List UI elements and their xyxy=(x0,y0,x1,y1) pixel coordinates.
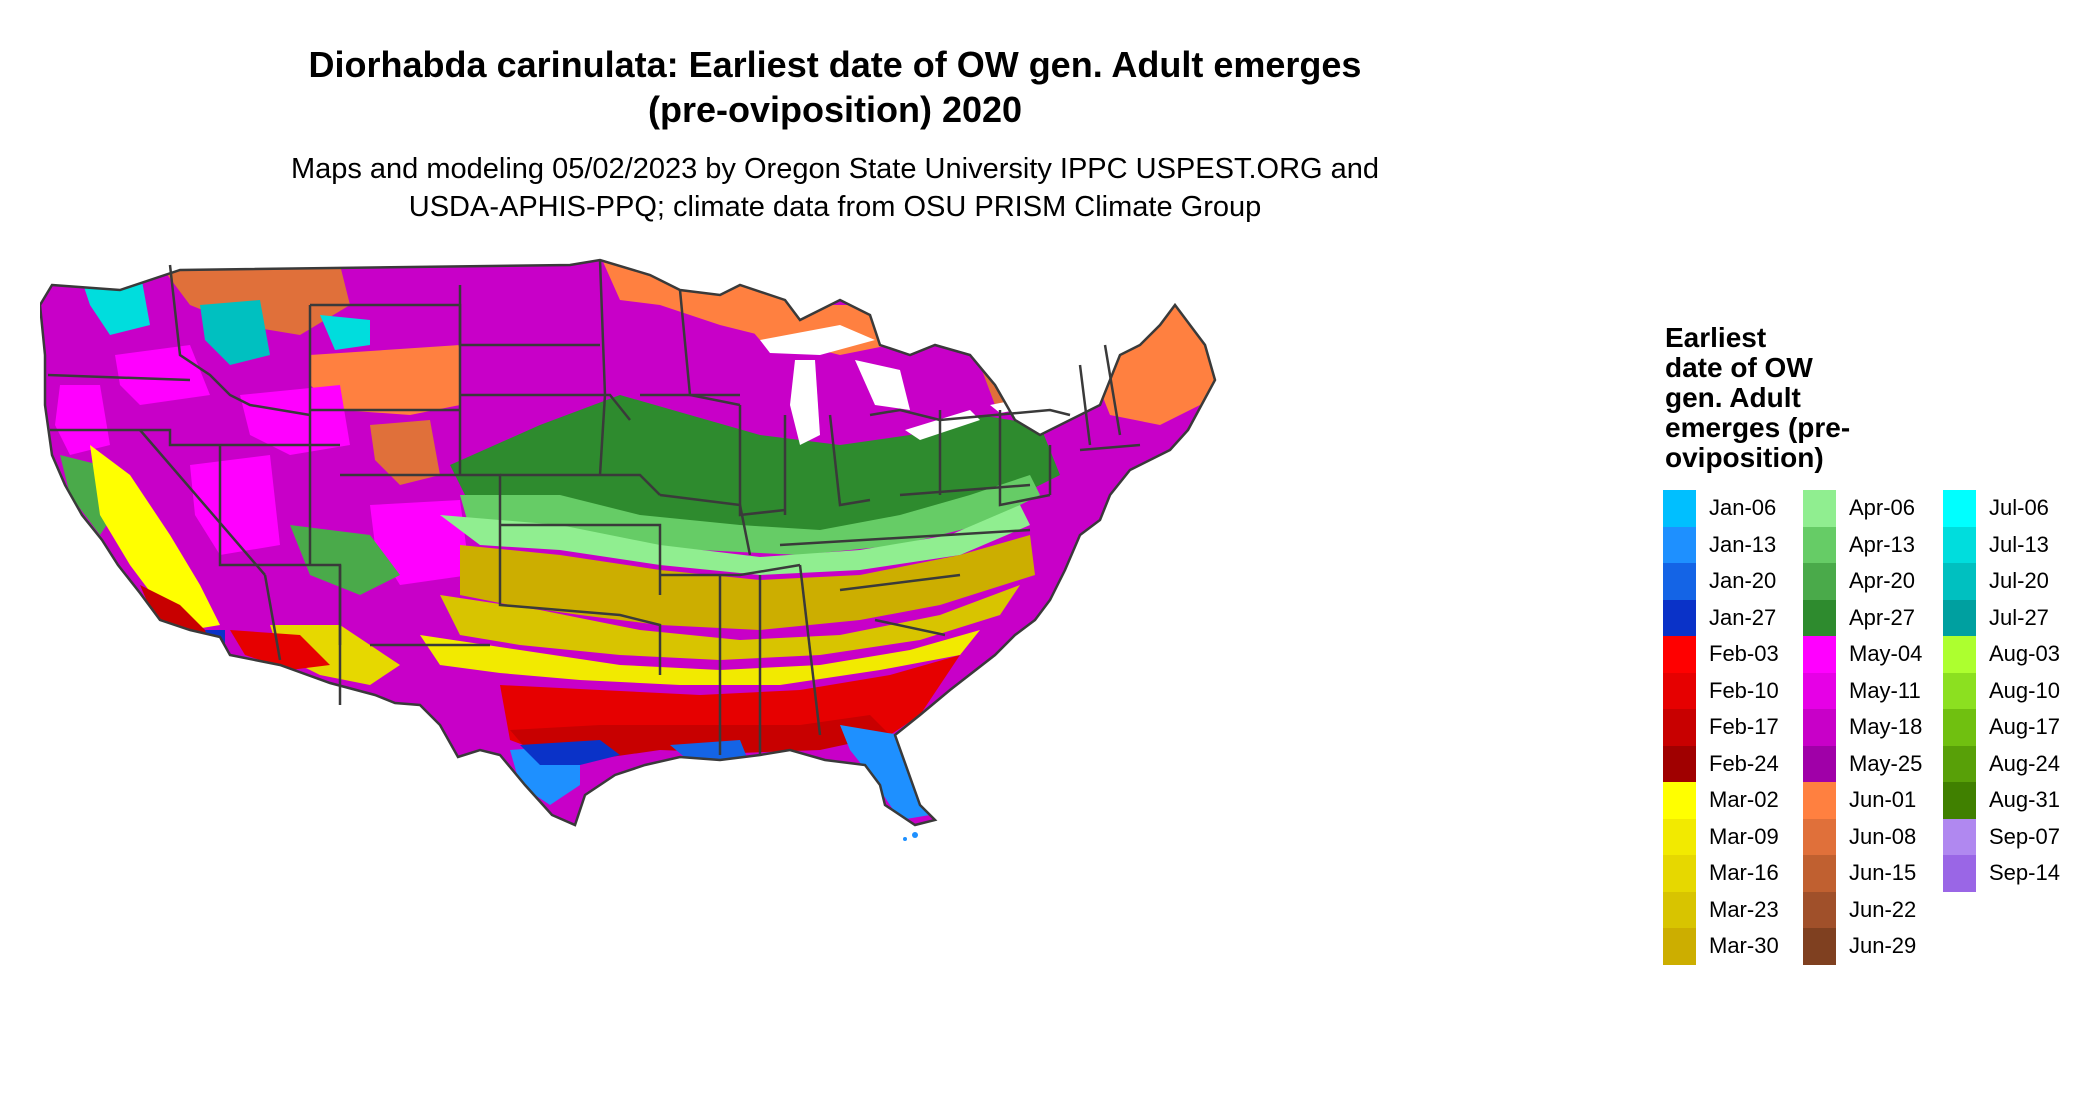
legend-label: Jun-15 xyxy=(1849,860,1917,885)
legend-swatch xyxy=(1663,599,1696,636)
legend-label: Feb-10 xyxy=(1709,677,1779,703)
legend-title-line: emerges (pre- xyxy=(1665,412,1851,443)
legend-swatch xyxy=(1663,891,1696,928)
legend-swatch xyxy=(1663,563,1696,600)
legend-swatch xyxy=(1803,599,1836,636)
legend-label: Jan-20 xyxy=(1709,568,1777,593)
legend-label: Apr-20 xyxy=(1849,568,1916,593)
legend-swatch xyxy=(1663,745,1696,782)
legend-swatch xyxy=(1663,672,1696,709)
legend-swatch xyxy=(1803,891,1836,928)
state-boundaries xyxy=(40,258,1217,827)
legend-swatch xyxy=(1943,709,1976,746)
legend-title-line: oviposition) xyxy=(1665,442,1824,473)
legend-label: Jan-13 xyxy=(1709,531,1777,557)
legend-label: Mar-30 xyxy=(1709,933,1779,958)
legend-label: Sep-14 xyxy=(1989,860,2060,885)
legend-label: May-04 xyxy=(1849,641,1923,666)
legend-swatch xyxy=(1943,490,1976,527)
legend-swatch xyxy=(1803,563,1836,600)
legend-label: Aug-03 xyxy=(1989,641,2060,666)
legend-title-line: date of OW xyxy=(1665,352,1813,383)
legend-swatch xyxy=(1803,709,1836,746)
legend-label: Mar-16 xyxy=(1709,860,1779,885)
legend-label: Jan-27 xyxy=(1709,604,1777,630)
legend-label: Mar-02 xyxy=(1709,787,1779,812)
legend-label: May-25 xyxy=(1849,750,1923,776)
legend-label: Aug-17 xyxy=(1989,714,2060,739)
legend-label: Apr-13 xyxy=(1849,531,1916,557)
legend-swatch xyxy=(1943,526,1976,563)
legend-label: Jul-27 xyxy=(1989,604,2049,630)
legend-swatch xyxy=(1943,599,1976,636)
legend-swatch xyxy=(1943,672,1976,709)
map-subtitle: Maps and modeling 05/02/2023 by Oregon S… xyxy=(180,150,1490,226)
legend-swatch xyxy=(1663,709,1696,746)
legend-swatch xyxy=(1663,490,1696,527)
legend-swatch xyxy=(1663,782,1696,819)
legend-label: Jul-06 xyxy=(1989,495,2049,520)
map-subtitle-line-2: USDA-APHIS-PPQ; climate data from OSU PR… xyxy=(408,191,1262,223)
legend-swatch xyxy=(1803,928,1836,965)
legend-label: Apr-27 xyxy=(1849,604,1916,630)
legend-label: Jul-20 xyxy=(1989,568,2049,593)
legend-label: Jun-29 xyxy=(1849,933,1917,958)
legend-label: Jun-01 xyxy=(1849,787,1917,812)
legend-swatch xyxy=(1943,855,1976,892)
map-title-line-1: Diorhabda carinulata: Earliest date of O… xyxy=(308,44,1362,85)
legend-label: Aug-10 xyxy=(1989,677,2060,703)
legend-label: Jan-06 xyxy=(1709,495,1777,520)
legend-label: Feb-17 xyxy=(1709,714,1779,739)
legend-label: May-11 xyxy=(1849,677,1921,703)
legend-label: May-18 xyxy=(1849,714,1923,739)
legend-title: Earliest date of OW gen. Adult emerges (… xyxy=(1665,323,1865,473)
legend-swatch xyxy=(1663,855,1696,892)
us-map-svg xyxy=(40,258,1217,841)
legend-label: Jun-22 xyxy=(1849,896,1917,922)
legend-swatch xyxy=(1803,745,1836,782)
legend-label: Mar-23 xyxy=(1709,896,1779,922)
legend-swatch xyxy=(1803,636,1836,673)
map-subtitle-line-1: Maps and modeling 05/02/2023 by Oregon S… xyxy=(290,153,1380,185)
legend-label: Mar-09 xyxy=(1709,823,1779,849)
legend-swatch xyxy=(1803,818,1836,855)
legend-label: Apr-06 xyxy=(1849,495,1916,520)
legend-swatch xyxy=(1803,672,1836,709)
legend-swatch xyxy=(1663,526,1696,563)
legend-swatch xyxy=(1943,563,1976,600)
map-title: Diorhabda carinulata: Earliest date of O… xyxy=(180,42,1490,132)
legend-swatch xyxy=(1943,636,1976,673)
legend-swatch xyxy=(1803,490,1836,527)
us-map xyxy=(40,245,1570,1105)
legend-swatch xyxy=(1663,636,1696,673)
legend-swatch xyxy=(1803,782,1836,819)
legend-label: Sep-07 xyxy=(1989,823,2060,849)
legend-label: Jun-08 xyxy=(1849,823,1917,849)
legend-label: Aug-31 xyxy=(1989,787,2060,812)
legend-swatch xyxy=(1803,855,1836,892)
legend-title-line: Earliest xyxy=(1665,322,1767,353)
legend-label: Aug-24 xyxy=(1989,750,2060,776)
legend-swatch xyxy=(1803,526,1836,563)
legend-swatch xyxy=(1943,818,1976,855)
legend-swatch xyxy=(1663,928,1696,965)
legend-swatch xyxy=(1943,782,1976,819)
legend-label: Feb-03 xyxy=(1709,641,1779,666)
legend-title-line: gen. Adult xyxy=(1665,382,1801,413)
legend-swatch xyxy=(1663,818,1696,855)
map-title-line-2: (pre-oviposition) 2020 xyxy=(647,89,1023,130)
legend-label: Jul-13 xyxy=(1989,531,2049,557)
legend-swatch xyxy=(1943,745,1976,782)
legend-label: Feb-24 xyxy=(1709,750,1779,776)
